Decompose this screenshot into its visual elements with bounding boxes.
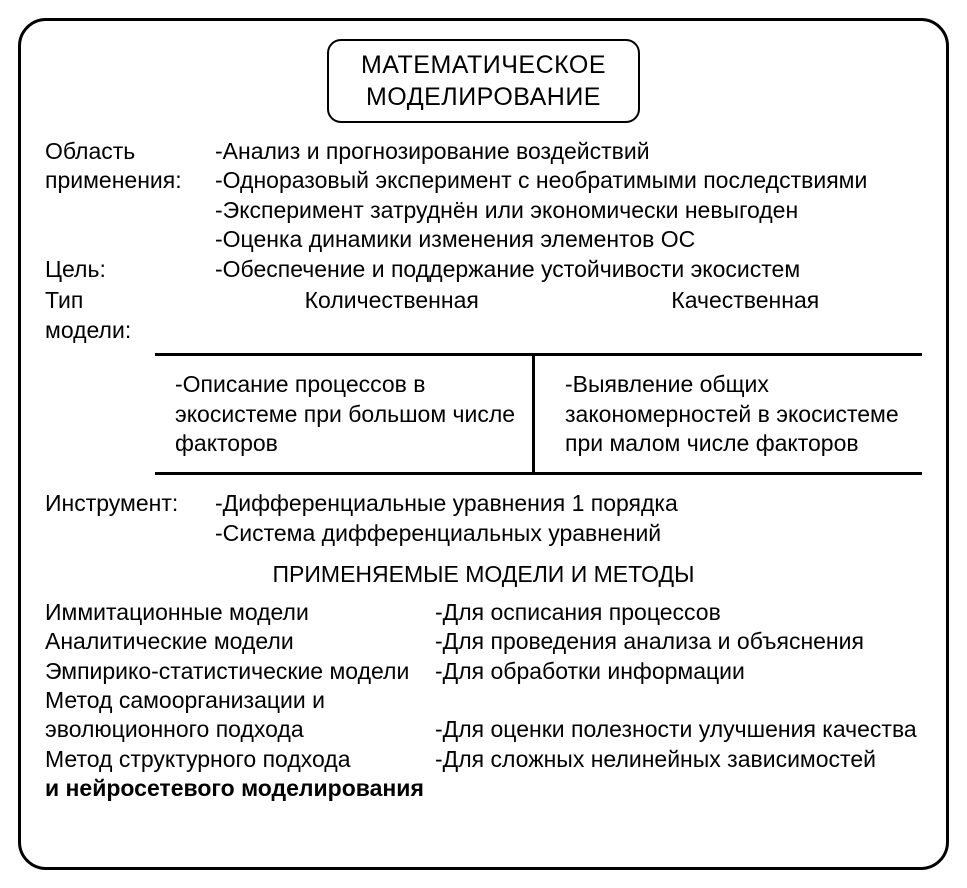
method-name: Метод самоорганизации и [45,686,435,715]
method-desc: -Для проведения анализа и объяснения [435,627,922,656]
method-desc [435,774,922,803]
method-row: Эмпирико-статистические модели -Для обра… [45,657,922,686]
method-name: и нейросетевого моделирования [45,774,435,803]
method-name: Иммитационные модели [45,598,435,627]
method-row: Аналитические модели -Для проведения ана… [45,627,922,656]
model-type-label: Тип модели: [45,286,215,345]
goal-value: -Обеспечение и поддержание устойчивости … [215,255,922,284]
model-type-quantitative-header: Количественная [215,286,569,345]
method-row: Метод самоорганизации и [45,686,922,715]
list-item: -Одноразовый эксперимент с необратимыми … [215,166,922,195]
method-desc: -Для осписания процессов [435,598,922,627]
model-type-qualitative-desc: -Выявление общих закономерностей в экоси… [535,356,922,472]
application-area-row: Область применения: -Анализ и прогнозиро… [45,137,922,255]
model-type-table: -Описание процессов в экосистеме при бол… [155,353,922,475]
label-text: Тип [45,286,215,315]
list-item: -Эксперимент затруднён или экономически … [215,196,922,225]
instrument-label: Инструмент: [45,489,215,548]
list-item: -Анализ и прогнозирование воздействий [215,137,922,166]
methods-section-title: ПРИМЕНЯЕМЫЕ МОДЕЛИ И МЕТОДЫ [45,560,922,589]
method-name: Эмпирико-статистические модели [45,657,435,686]
application-area-label: Область применения: [45,137,215,255]
methods-list: Иммитационные модели -Для осписания проц… [45,598,922,804]
model-type-headers: Количественная Качественная [215,286,922,345]
goal-row: Цель: -Обеспечение и поддержание устойчи… [45,255,922,284]
method-name: Метод структурного подхода [45,745,435,774]
list-item: -Система дифференциальных уравнений [215,519,922,548]
model-type-quantitative-desc: -Описание процессов в экосистеме при бол… [155,356,535,472]
model-type-qualitative-header: Качественная [569,286,923,345]
list-item: -Дифференциальные уравнения 1 порядка [215,489,922,518]
title-line1: МАТЕМАТИЧЕСКОЕ [361,49,606,81]
instrument-values: -Дифференциальные уравнения 1 порядка -С… [215,489,922,548]
method-name: эволюционного подхода [45,715,435,744]
method-row: Иммитационные модели -Для осписания проц… [45,598,922,627]
method-desc: -Для обработки информации [435,657,922,686]
model-type-block: Тип модели: Количественная Качественная … [45,286,922,475]
label-text: Область [45,137,215,166]
method-desc: -Для оценки полезности улучшения качеств… [435,715,922,744]
method-name: Аналитические модели [45,627,435,656]
method-row: эволюционного подхода -Для оценки полезн… [45,715,922,744]
label-text: модели: [45,316,215,345]
title-line2: МОДЕЛИРОВАНИЕ [361,81,606,113]
method-row: Метод структурного подхода -Для сложных … [45,745,922,774]
method-desc [435,686,922,715]
label-text: применения: [45,166,215,195]
list-item: -Оценка динамики изменения элементов ОС [215,225,922,254]
method-row: и нейросетевого моделирования [45,774,922,803]
diagram-frame: МАТЕМАТИЧЕСКОЕ МОДЕЛИРОВАНИЕ Область при… [18,18,949,870]
method-desc: -Для сложных нелинейных зависимостей [435,745,922,774]
goal-label: Цель: [45,255,215,284]
application-area-values: -Анализ и прогнозирование воздействий -О… [215,137,922,255]
title-box: МАТЕМАТИЧЕСКОЕ МОДЕЛИРОВАНИЕ [327,39,640,123]
instrument-row: Инструмент: -Дифференциальные уравнения … [45,489,922,548]
